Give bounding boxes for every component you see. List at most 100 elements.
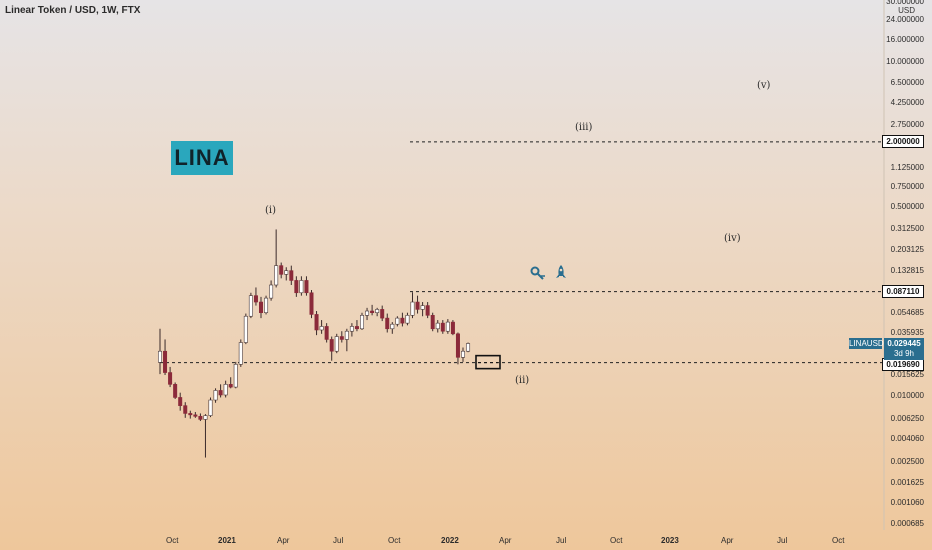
level-label-high: 2.000000 <box>882 135 924 148</box>
candle-body <box>455 333 460 358</box>
candle-body <box>354 326 359 330</box>
y-tick-label: 6.500000 <box>890 78 924 87</box>
candle-body <box>228 384 233 388</box>
candle-body <box>390 323 395 330</box>
candle-body <box>299 280 304 294</box>
candle-body <box>238 342 243 365</box>
candle-body <box>223 384 228 396</box>
lina-badge: LINA <box>171 141 233 175</box>
x-tick-label: Jul <box>556 536 567 545</box>
y-tick-label: 0.002500 <box>890 457 924 466</box>
candle-body <box>213 390 218 401</box>
y-tick-label: 4.250000 <box>890 98 924 107</box>
candle-body <box>405 315 410 324</box>
x-tick-label: Oct <box>610 536 623 545</box>
candle-body <box>203 415 208 420</box>
candle-body <box>380 309 385 319</box>
candle-body <box>198 416 203 420</box>
candle-body <box>329 339 334 352</box>
wave-label-i: (i) <box>265 205 277 216</box>
chart-title: Linear Token / USD, 1W, FTX <box>5 5 141 16</box>
candle-body <box>248 295 253 317</box>
candle-body <box>425 305 430 316</box>
last-price-time: 3d 9h <box>893 349 915 358</box>
y-tick-label: 0.015625 <box>890 370 924 379</box>
candle-body <box>370 310 375 313</box>
y-tick-label: 0.004060 <box>890 434 924 443</box>
y-tick-label: 0.001625 <box>890 478 924 487</box>
candle-body <box>178 397 183 406</box>
y-tick-label: 0.000685 <box>890 519 924 528</box>
candle-body <box>284 270 289 275</box>
candle-body <box>274 265 279 286</box>
candle-body <box>445 321 450 332</box>
candle-body <box>395 317 400 325</box>
candle-body <box>344 330 349 340</box>
y-tick-label: 0.054685 <box>890 308 924 317</box>
x-tick-label: Jul <box>333 536 344 545</box>
candle-body <box>385 317 390 330</box>
wave-label-v: (v) <box>757 80 771 91</box>
candle-body <box>163 350 168 373</box>
candle-body <box>349 326 354 332</box>
y-tick-label: 0.312500 <box>890 224 924 233</box>
y-tick-label: 0.750000 <box>890 182 924 191</box>
x-tick-label: 2021 <box>218 536 236 545</box>
candle-body <box>258 301 263 313</box>
y-tick-label: 0.010000 <box>890 391 924 400</box>
candle-body <box>466 343 471 352</box>
x-tick-label: 2022 <box>441 536 459 545</box>
projection-box <box>475 354 501 370</box>
wave-label-ii: (ii) <box>515 375 530 386</box>
x-tick-label: Apr <box>721 536 734 545</box>
last-price-label: 0.029445 3d 9h <box>884 338 924 360</box>
candle-body <box>188 413 193 416</box>
candle-body <box>289 270 294 281</box>
candle-body <box>279 265 284 275</box>
level-label-mid: 0.087110 <box>882 285 924 298</box>
candle-body <box>415 301 420 310</box>
candle-body <box>435 322 440 330</box>
candle-body <box>450 321 455 335</box>
axis-unit: USD <box>898 6 915 15</box>
y-tick-label: 1.125000 <box>890 163 924 172</box>
candle-body <box>309 292 314 315</box>
candle-body <box>183 405 188 414</box>
candle-body <box>365 310 370 316</box>
candle-body <box>339 336 344 340</box>
y-tick-label: 16.000000 <box>886 35 924 44</box>
x-tick-label: 2023 <box>661 536 679 545</box>
rocket-icon <box>554 264 568 282</box>
x-tick-label: Apr <box>499 536 512 545</box>
x-tick-label: Oct <box>166 536 179 545</box>
candle-body <box>208 399 213 416</box>
wave-label-iii: (iii) <box>575 122 593 133</box>
candle-body <box>460 350 465 358</box>
candle-body <box>359 315 364 330</box>
x-tick-label: Oct <box>832 536 845 545</box>
y-tick-label: 30.000000 <box>886 0 924 6</box>
candle-body <box>218 390 223 396</box>
candle-body <box>243 315 248 343</box>
y-tick-label: 0.203125 <box>890 245 924 254</box>
candle-body <box>400 317 405 324</box>
candle-body <box>233 364 238 388</box>
y-tick-label: 0.001060 <box>890 498 924 507</box>
y-tick-label: 10.000000 <box>886 57 924 66</box>
candle-body <box>294 280 299 294</box>
candle-body <box>158 350 163 363</box>
last-price-value: 0.029445 <box>887 339 921 348</box>
y-tick-label: 0.500000 <box>890 202 924 211</box>
candle-body <box>440 322 445 332</box>
x-tick-label: Oct <box>388 536 401 545</box>
candle-body <box>324 326 329 340</box>
candle-body <box>334 336 339 352</box>
y-tick-label: 2.750000 <box>890 120 924 129</box>
candle-body <box>420 305 425 310</box>
x-tick-label: Apr <box>277 536 290 545</box>
y-tick-label: 0.132815 <box>890 266 924 275</box>
candle-body <box>319 326 324 331</box>
candle-body <box>253 295 258 303</box>
